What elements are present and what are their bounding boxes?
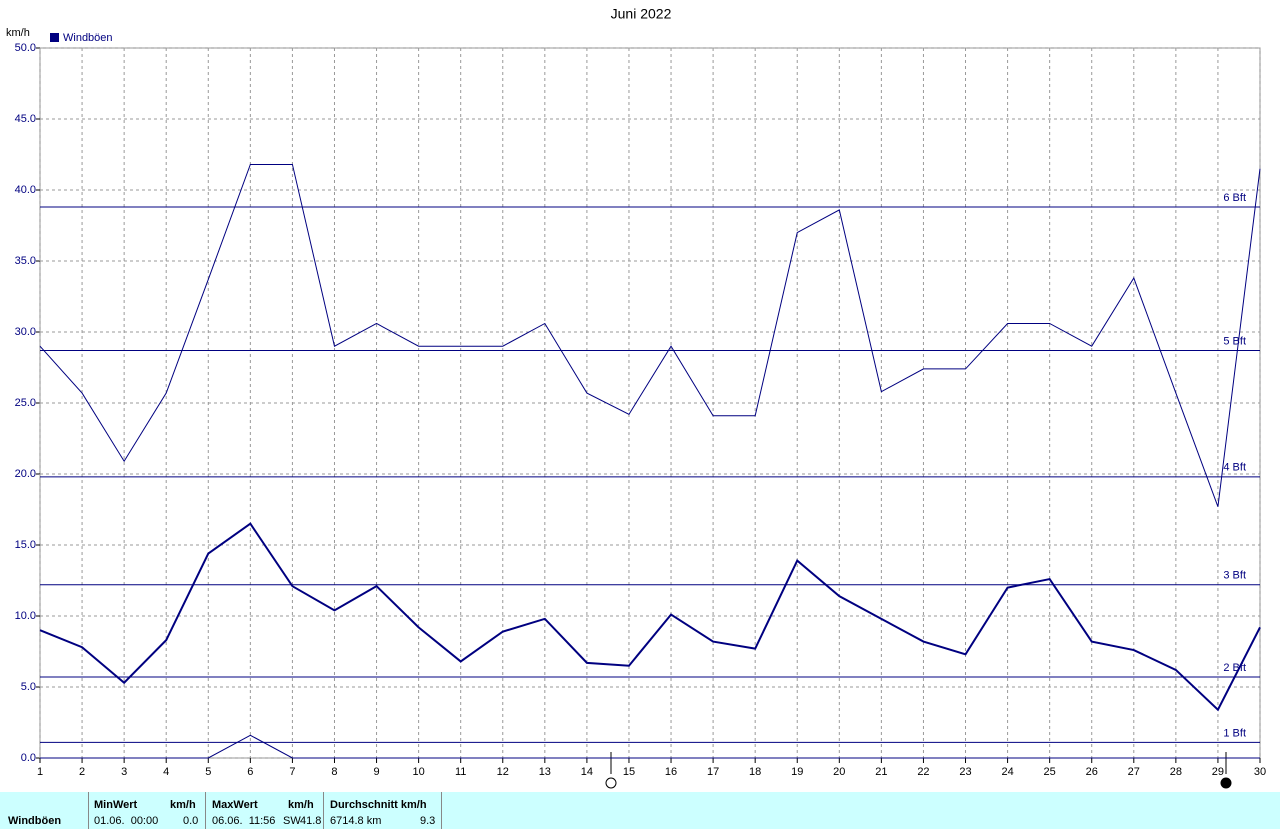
bft-label: 6 Bft (1223, 192, 1246, 204)
x-tick-label: 30 (1254, 766, 1266, 778)
x-tick-label: 25 (1044, 766, 1056, 778)
col-when: 06.06. 11:56 (212, 815, 276, 827)
x-tick-label: 4 (163, 766, 169, 778)
y-tick-label: 0.0 (21, 752, 36, 764)
bft-label: 5 Bft (1223, 335, 1246, 347)
x-tick-label: 15 (623, 766, 635, 778)
x-tick-label: 10 (412, 766, 424, 778)
series-line (39, 163, 1261, 507)
legend-swatch (50, 33, 59, 42)
y-tick-label: 5.0 (21, 681, 36, 693)
x-tick-label: 2 (79, 766, 85, 778)
x-tick-label: 21 (875, 766, 887, 778)
col-when: 6714.8 km (330, 815, 382, 827)
x-tick-label: 24 (1001, 766, 1013, 778)
col-title: MinWert (94, 799, 138, 811)
x-tick-label: 27 (1128, 766, 1140, 778)
x-tick-label: 1 (37, 766, 43, 778)
x-tick-label: 26 (1086, 766, 1098, 778)
x-tick-label: 3 (121, 766, 127, 778)
bft-label: 4 Bft (1223, 462, 1246, 474)
col-title: MaxWert (212, 799, 258, 811)
plot-layer: 0.0 5.0 10.0 15.0 20.0 25.0 30.0 35.0 40.0 45.0 50… (15, 42, 1267, 778)
x-tick-label: 7 (289, 766, 295, 778)
summary-name: Windböen (8, 815, 62, 827)
y-tick-label: 45.0 (15, 113, 36, 125)
x-tick-label: 6 (247, 766, 253, 778)
col-title: Durchschnitt km/h (330, 799, 427, 811)
x-tick-label: 11 (455, 766, 466, 778)
y-axis-label: km/h (6, 27, 30, 39)
x-tick-label: 17 (707, 766, 719, 778)
x-tick-label: 8 (331, 766, 337, 778)
y-tick-label: 50.0 (15, 42, 36, 54)
x-tick-label: 23 (959, 766, 971, 778)
y-tick-label: 35.0 (15, 255, 36, 267)
bft-label: 2 Bft (1223, 662, 1246, 674)
col-value: 0.0 (183, 815, 199, 827)
x-tick-label: 14 (581, 766, 593, 778)
col-value: 9.3 (420, 815, 436, 827)
new-moon (1220, 777, 1232, 789)
x-tick-label: 13 (539, 766, 551, 778)
x-tick-label: 12 (497, 766, 509, 778)
x-tick-label: 20 (833, 766, 845, 778)
x-tick-label: 5 (205, 766, 211, 778)
chart-title: Juni 2022 (611, 6, 672, 22)
x-tick-label: 28 (1170, 766, 1182, 778)
y-tick-label: 10.0 (15, 610, 36, 622)
y-tick-label: 40.0 (15, 184, 36, 196)
y-tick-label: 15.0 (15, 539, 36, 551)
x-tick-label: 22 (917, 766, 929, 778)
col-unit: km/h (170, 799, 196, 811)
x-tick-label: 16 (665, 766, 677, 778)
series-line (39, 522, 1261, 712)
x-tick-label: 19 (791, 766, 803, 778)
x-tick-label: 18 (749, 766, 761, 778)
summary-table: Windböen MinWert km/h 01.06. 00:00 0.0 M… (0, 792, 1280, 829)
col-value: 41.8 (300, 815, 322, 827)
y-tick-label: 30.0 (15, 326, 36, 338)
chart: Juni 2022 km/h Windböen 0.0 5.0 10.0 15.0 20… (6, 6, 1267, 789)
series-line (40, 734, 1260, 759)
x-tick-label: 9 (373, 766, 379, 778)
legend-label: Windböen (63, 32, 113, 44)
y-tick-label: 25.0 (15, 397, 36, 409)
full-moon (605, 777, 617, 789)
bft-label: 3 Bft (1223, 570, 1246, 582)
col-when: 01.06. 00:00 (94, 815, 159, 827)
x-tick-label: 29 (1212, 766, 1224, 778)
col-dir: SW (283, 815, 301, 827)
y-tick-label: 20.0 (15, 468, 36, 480)
bft-label: 1 Bft (1223, 727, 1246, 739)
col-unit: km/h (288, 799, 314, 811)
